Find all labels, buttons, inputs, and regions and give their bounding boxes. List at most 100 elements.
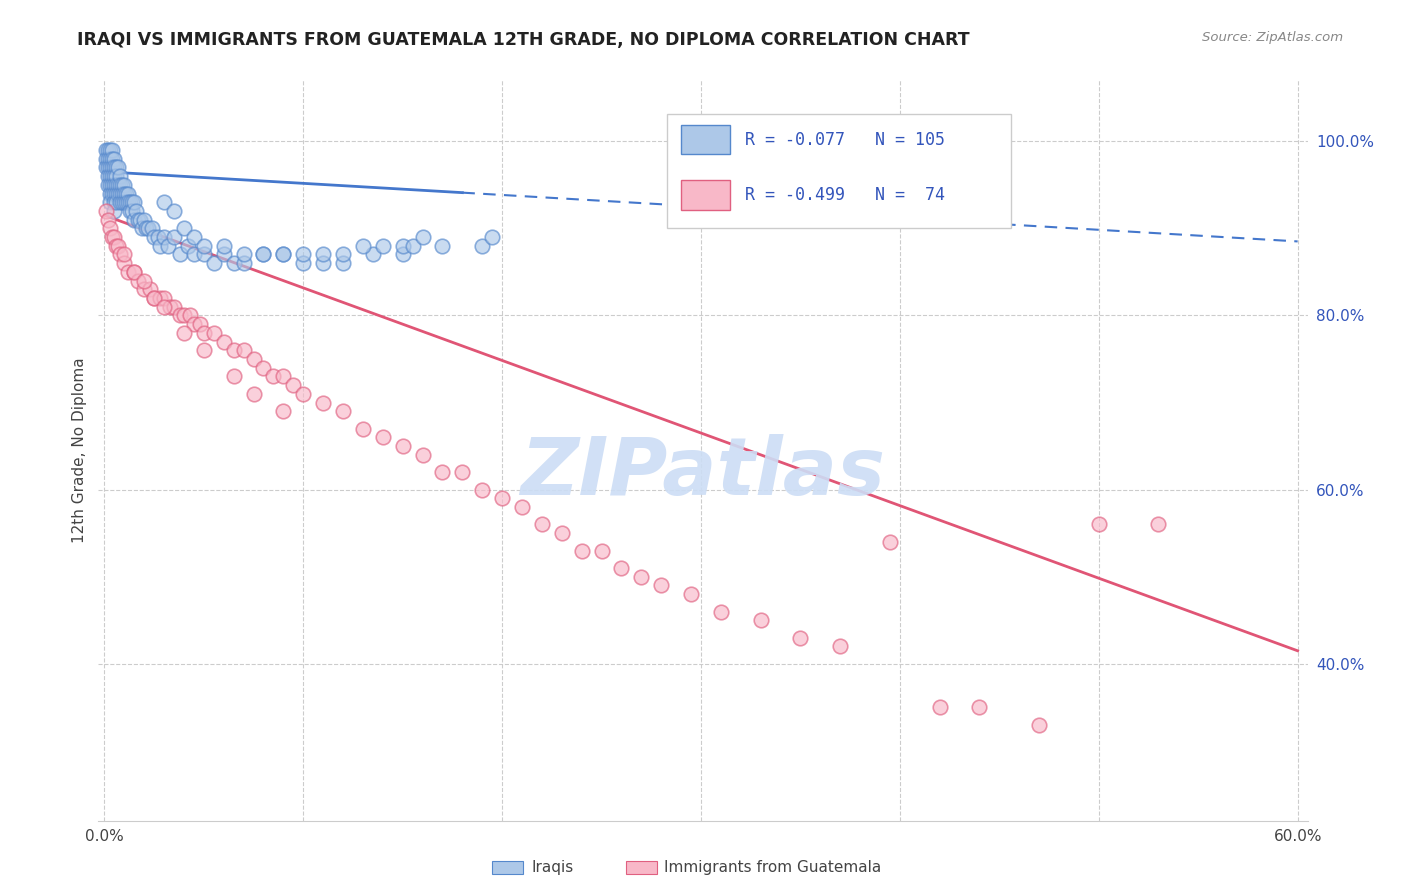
- Point: [103, 186, 125, 201]
- Point: [193, 326, 215, 340]
- Point: [149, 291, 172, 305]
- FancyBboxPatch shape: [682, 125, 730, 154]
- Point: [650, 578, 672, 592]
- Point: [292, 387, 315, 401]
- Point: [103, 230, 125, 244]
- FancyBboxPatch shape: [682, 180, 730, 210]
- Point: [117, 186, 139, 201]
- Point: [97, 178, 120, 192]
- Point: [141, 221, 163, 235]
- Point: [312, 256, 335, 270]
- Point: [471, 483, 494, 497]
- Point: [103, 203, 125, 218]
- Point: [96, 161, 118, 175]
- Y-axis label: 12th Grade, No Diploma: 12th Grade, No Diploma: [72, 358, 87, 543]
- Point: [120, 195, 142, 210]
- Point: [101, 230, 124, 244]
- Text: Immigrants from Guatemala: Immigrants from Guatemala: [664, 861, 882, 875]
- Point: [432, 239, 454, 253]
- Point: [107, 239, 129, 253]
- Point: [110, 178, 132, 192]
- Point: [630, 570, 652, 584]
- Point: [610, 561, 633, 575]
- Point: [163, 203, 186, 218]
- Point: [222, 256, 245, 270]
- Point: [163, 230, 186, 244]
- Point: [98, 152, 121, 166]
- Point: [134, 274, 156, 288]
- Point: [121, 203, 143, 218]
- Point: [193, 239, 215, 253]
- Point: [183, 317, 205, 331]
- Point: [111, 186, 134, 201]
- Point: [222, 369, 245, 384]
- Point: [97, 152, 120, 166]
- Point: [179, 309, 201, 323]
- Point: [134, 282, 156, 296]
- Point: [143, 291, 166, 305]
- Point: [391, 247, 413, 261]
- Point: [97, 161, 120, 175]
- Point: [115, 195, 138, 210]
- Point: [312, 395, 335, 409]
- Point: [292, 247, 315, 261]
- Point: [105, 186, 128, 201]
- Point: [789, 631, 811, 645]
- Point: [143, 230, 166, 244]
- Point: [96, 203, 118, 218]
- Point: [551, 526, 574, 541]
- Point: [510, 500, 533, 514]
- Point: [153, 195, 176, 210]
- Point: [163, 300, 186, 314]
- Text: IRAQI VS IMMIGRANTS FROM GUATEMALA 12TH GRADE, NO DIPLOMA CORRELATION CHART: IRAQI VS IMMIGRANTS FROM GUATEMALA 12TH …: [77, 31, 970, 49]
- Point: [143, 291, 166, 305]
- Point: [103, 161, 125, 175]
- Point: [212, 239, 235, 253]
- Point: [222, 343, 245, 358]
- Point: [111, 178, 134, 192]
- Point: [352, 239, 374, 253]
- Point: [122, 265, 145, 279]
- Point: [830, 640, 852, 654]
- Point: [101, 178, 124, 192]
- Point: [101, 186, 124, 201]
- Point: [371, 239, 394, 253]
- Point: [212, 247, 235, 261]
- Point: [1147, 517, 1170, 532]
- Point: [928, 700, 950, 714]
- Point: [98, 169, 121, 183]
- Point: [252, 360, 274, 375]
- Point: [105, 239, 128, 253]
- Point: [681, 587, 703, 601]
- Point: [101, 169, 124, 183]
- Point: [112, 195, 135, 210]
- Point: [273, 369, 295, 384]
- Point: [352, 422, 374, 436]
- Point: [122, 265, 145, 279]
- Point: [188, 317, 211, 331]
- Point: [105, 178, 128, 192]
- Point: [112, 186, 135, 201]
- Text: ZIPatlas: ZIPatlas: [520, 434, 886, 512]
- Point: [117, 195, 139, 210]
- Point: [262, 369, 284, 384]
- Point: [105, 161, 128, 175]
- Point: [98, 178, 121, 192]
- Point: [332, 256, 354, 270]
- Point: [110, 186, 132, 201]
- Point: [491, 491, 513, 506]
- Text: Iraqis: Iraqis: [531, 861, 574, 875]
- Point: [193, 343, 215, 358]
- Point: [146, 230, 169, 244]
- Point: [530, 517, 553, 532]
- Point: [232, 256, 254, 270]
- Point: [183, 230, 205, 244]
- Point: [710, 605, 733, 619]
- Point: [371, 430, 394, 444]
- Point: [177, 239, 200, 253]
- Point: [153, 230, 176, 244]
- Point: [101, 152, 124, 166]
- Point: [169, 309, 191, 323]
- Text: R = -0.499   N =  74: R = -0.499 N = 74: [745, 186, 945, 204]
- Point: [412, 448, 434, 462]
